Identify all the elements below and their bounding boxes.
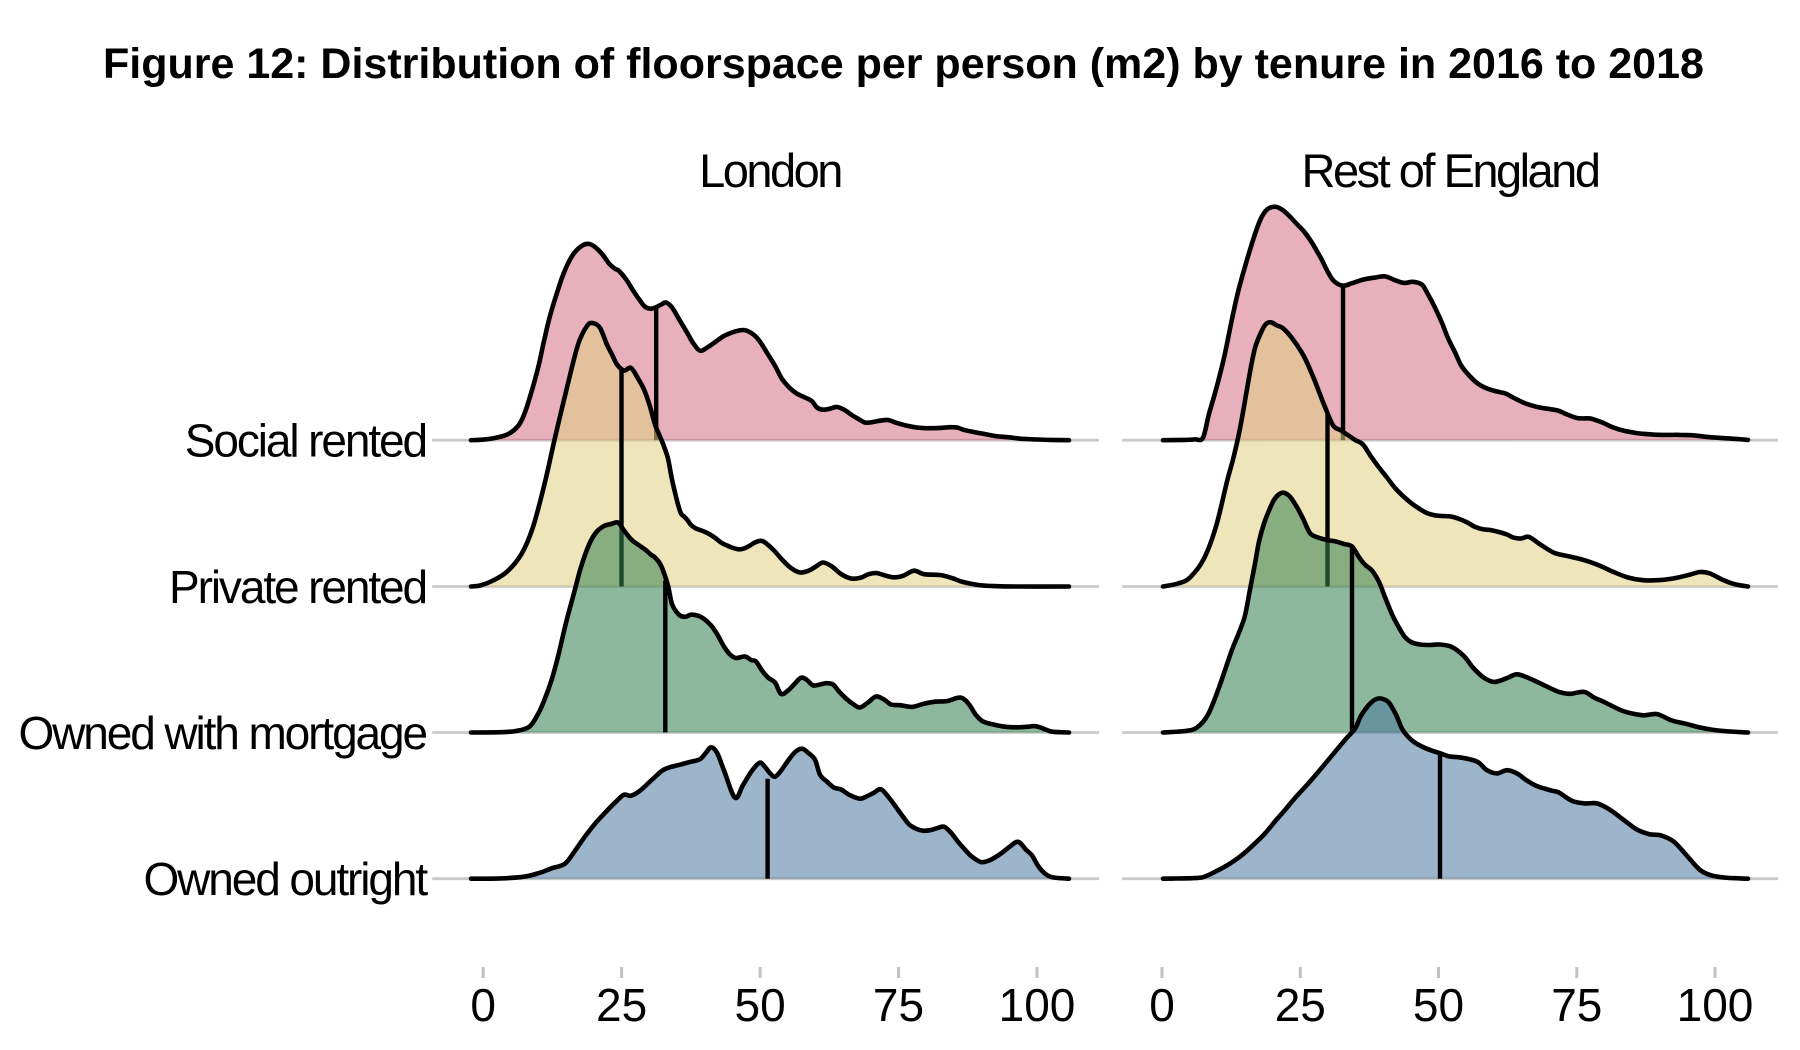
svg-text:0: 0 (470, 979, 496, 1031)
svg-text:Private rented: Private rented (169, 561, 426, 613)
svg-text:50: 50 (735, 979, 786, 1031)
svg-text:Owned outright: Owned outright (143, 853, 428, 905)
svg-text:Social rented: Social rented (185, 415, 426, 467)
svg-text:0: 0 (1149, 979, 1175, 1031)
svg-text:25: 25 (596, 979, 647, 1031)
svg-text:75: 75 (873, 979, 924, 1031)
svg-text:London: London (699, 144, 841, 197)
svg-text:Owned with mortgage: Owned with mortgage (18, 707, 426, 759)
svg-text:Figure 12: Distribution of flo: Figure 12: Distribution of floorspace pe… (103, 40, 1704, 88)
svg-text:100: 100 (1677, 979, 1754, 1031)
svg-text:Rest of England: Rest of England (1302, 144, 1599, 197)
svg-text:100: 100 (999, 979, 1076, 1031)
svg-text:50: 50 (1413, 979, 1464, 1031)
svg-text:25: 25 (1275, 979, 1326, 1031)
svg-text:75: 75 (1551, 979, 1602, 1031)
